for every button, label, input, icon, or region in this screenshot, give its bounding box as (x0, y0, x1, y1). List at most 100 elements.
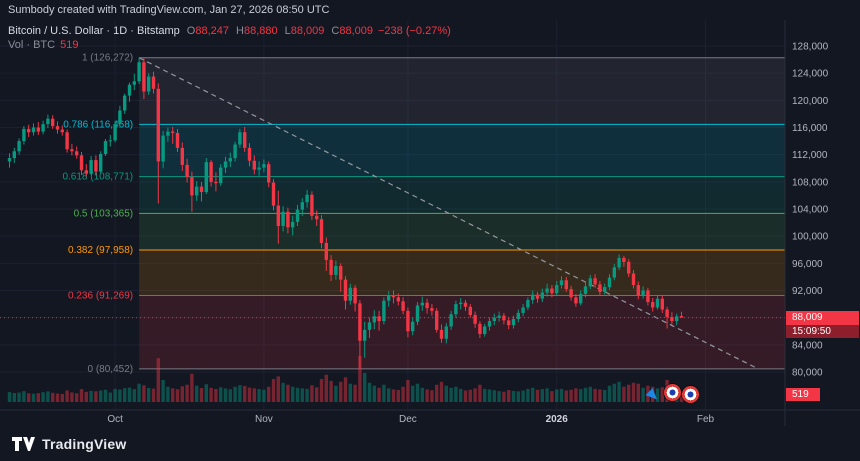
time-axis-label[interactable]: Oct (107, 414, 123, 425)
candle-body (579, 293, 583, 304)
candle-body (199, 186, 204, 193)
volume-bar (531, 387, 535, 402)
volume-bar (559, 388, 564, 402)
candle-body (247, 147, 252, 161)
candle-body (675, 316, 679, 322)
volume-bar (60, 393, 64, 402)
volume-bar (127, 387, 132, 402)
volume-bar (310, 385, 314, 402)
volume-bar (267, 386, 271, 402)
candle-body (435, 310, 439, 330)
fib-trend-line (138, 57, 759, 370)
candle-body (415, 305, 420, 322)
volume-bar (75, 393, 79, 402)
candle-body (36, 127, 40, 132)
volume-bar (55, 393, 60, 402)
candle-body (22, 128, 26, 142)
candle-body (607, 277, 612, 288)
volume-bar (147, 388, 151, 402)
volume-bar (257, 389, 261, 402)
price-tick-label[interactable]: 100,000 (792, 232, 829, 243)
candle-body (540, 292, 544, 299)
price-chart-canvas[interactable]: 1 (126,272) 0.786 (116,468) 0.618 (108,771… (0, 20, 860, 426)
candle-body (660, 298, 664, 310)
price-tick-label[interactable]: 80,000 (792, 368, 823, 379)
volume-bar (367, 382, 372, 402)
volume-bar (430, 390, 434, 402)
candle-body (79, 155, 84, 171)
emoji-sticker-icon-1[interactable] (664, 384, 681, 401)
volume-bar (70, 392, 74, 402)
candle-body (243, 132, 247, 148)
candle-body (276, 205, 280, 226)
volume-bar (444, 385, 448, 402)
volume-bar (679, 393, 684, 402)
candle-body (238, 132, 242, 145)
candle-body (545, 288, 549, 293)
time-axis-label[interactable]: Dec (399, 414, 417, 425)
candle-body (171, 131, 175, 133)
volume-bar (219, 387, 223, 402)
candle-body (17, 141, 21, 152)
chart-region[interactable]: 1 (126,272) 0.786 (116,468) 0.618 (108,771… (0, 20, 860, 426)
volume-bar (22, 391, 26, 402)
price-tick-label[interactable]: 112,000 (792, 150, 828, 161)
price-tick-label[interactable]: 92,000 (792, 286, 823, 297)
tradingview-logo-icon[interactable] (12, 436, 35, 451)
tradingview-brand[interactable]: TradingView (42, 435, 127, 452)
time-axis-label[interactable]: 2026 (546, 414, 569, 425)
candle-body (142, 62, 146, 92)
volume-bar (113, 388, 117, 402)
candle-body (70, 149, 74, 152)
price-tick-label[interactable]: 120,000 (792, 96, 829, 107)
candle-body (166, 131, 170, 136)
price-tick-label[interactable]: 104,000 (792, 205, 829, 216)
candle-body (204, 162, 208, 193)
volume-bar (137, 383, 141, 402)
volume-bar (36, 393, 40, 402)
volume-bar (627, 384, 631, 402)
price-tick-label[interactable]: 108,000 (792, 177, 829, 188)
volume-bar (583, 387, 588, 402)
candle-body (372, 316, 376, 323)
volume-bar (118, 389, 122, 402)
time-axis-label[interactable]: Feb (697, 414, 715, 425)
volume-bar (339, 381, 343, 402)
volume-bar (631, 382, 636, 402)
sticker-cluster[interactable] (645, 382, 708, 404)
candle-body (583, 286, 588, 294)
candle-body (473, 314, 477, 324)
volume-bar (550, 391, 554, 402)
volume-bar (411, 385, 415, 402)
emoji-sticker-icon-2[interactable] (682, 386, 699, 403)
candle-body (156, 88, 160, 162)
candle-body (631, 273, 636, 286)
candle-body (454, 304, 458, 315)
price-tick-label[interactable]: 96,000 (792, 259, 823, 270)
candle-body (483, 326, 487, 334)
price-tick-label[interactable]: 84,000 (792, 340, 823, 351)
candle-body (84, 170, 88, 174)
candle-body (516, 312, 520, 320)
volume-bar (545, 388, 549, 402)
candle-body (60, 129, 64, 133)
volume-bar (463, 390, 468, 402)
volume-bar (89, 390, 93, 402)
price-tick-label[interactable]: 128,000 (792, 42, 829, 53)
volume-bar (324, 374, 328, 402)
candle-body (257, 167, 261, 170)
candle-body (228, 158, 232, 162)
price-tick-label[interactable]: 124,000 (792, 69, 829, 80)
candle-body (439, 329, 444, 339)
dart-sticker-icon[interactable] (645, 388, 661, 403)
candle-body (550, 288, 554, 294)
candle-body (190, 177, 194, 196)
price-tick-label[interactable]: 116,000 (792, 123, 828, 134)
candle-body (531, 294, 535, 301)
fib-band (139, 176, 786, 214)
volume-bar (51, 392, 55, 402)
time-axis-label[interactable]: Nov (255, 414, 273, 425)
candle-body (324, 242, 328, 260)
volume-bar (27, 393, 31, 402)
volume-bar (420, 387, 424, 402)
